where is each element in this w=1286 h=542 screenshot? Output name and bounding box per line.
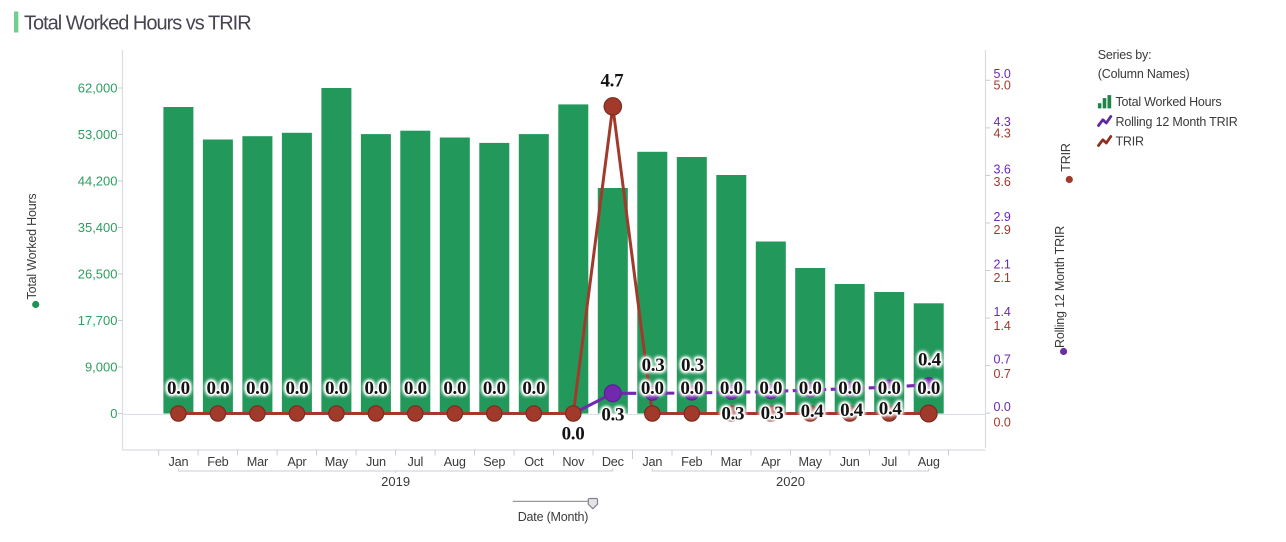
- svg-text:0.0: 0.0: [325, 378, 348, 399]
- svg-text:May: May: [799, 455, 823, 469]
- svg-text:0: 0: [110, 406, 117, 421]
- svg-text:0.0: 0.0: [246, 378, 269, 399]
- svg-text:Apr: Apr: [287, 455, 307, 469]
- svg-text:2.9: 2.9: [994, 223, 1011, 237]
- svg-text:0.0: 0.0: [522, 378, 545, 399]
- svg-text:Apr: Apr: [761, 455, 781, 469]
- svg-text:0.0: 0.0: [404, 378, 427, 399]
- svg-text:17,700: 17,700: [78, 313, 118, 328]
- svg-text:Jul: Jul: [881, 455, 897, 469]
- svg-text:0.3: 0.3: [681, 355, 704, 376]
- svg-text:0.0: 0.0: [285, 378, 308, 399]
- svg-text:35,400: 35,400: [78, 220, 118, 235]
- svg-text:0.0: 0.0: [994, 400, 1011, 414]
- svg-text:Feb: Feb: [207, 455, 228, 469]
- svg-text:4.3: 4.3: [994, 115, 1011, 129]
- svg-text:0.0: 0.0: [364, 378, 387, 399]
- svg-text:2020: 2020: [776, 474, 805, 489]
- svg-text:2019: 2019: [381, 474, 410, 489]
- svg-text:Rolling 12 Month TRIR: Rolling 12 Month TRIR: [1116, 115, 1238, 129]
- svg-text:Oct: Oct: [524, 455, 544, 469]
- svg-text:Aug: Aug: [918, 455, 940, 469]
- svg-text:0.0: 0.0: [641, 378, 664, 399]
- svg-text:(Column Names): (Column Names): [1098, 67, 1190, 81]
- svg-text:0.0: 0.0: [483, 378, 506, 399]
- svg-text:26,500: 26,500: [78, 267, 118, 282]
- svg-text:5.0: 5.0: [994, 79, 1011, 93]
- svg-text:3.6: 3.6: [994, 175, 1011, 189]
- svg-text:2.1: 2.1: [994, 257, 1011, 271]
- svg-text:0.3: 0.3: [642, 355, 665, 376]
- svg-text:0.4: 0.4: [840, 400, 864, 421]
- svg-text:2.9: 2.9: [994, 210, 1011, 224]
- svg-text:TRIR: TRIR: [1116, 135, 1145, 149]
- svg-text:2.1: 2.1: [994, 271, 1011, 285]
- svg-text:Date (Month): Date (Month): [518, 510, 589, 524]
- svg-text:Nov: Nov: [562, 455, 585, 469]
- svg-text:Mar: Mar: [721, 455, 743, 469]
- svg-text:Dec: Dec: [602, 455, 625, 469]
- svg-text:0.0: 0.0: [680, 378, 703, 399]
- svg-text:0.7: 0.7: [994, 353, 1011, 367]
- svg-text:44,200: 44,200: [78, 174, 118, 189]
- svg-text:9,000: 9,000: [85, 360, 118, 375]
- svg-text:Total Worked Hours vs TRIR: Total Worked Hours vs TRIR: [24, 13, 251, 35]
- svg-text:4.7: 4.7: [600, 71, 624, 92]
- svg-text:Total Worked Hours: Total Worked Hours: [1116, 95, 1222, 109]
- svg-text:Sep: Sep: [483, 455, 505, 469]
- svg-text:0.3: 0.3: [601, 405, 624, 426]
- svg-text:0.0: 0.0: [799, 378, 822, 399]
- svg-text:0.0: 0.0: [206, 378, 229, 399]
- svg-text:Jan: Jan: [168, 455, 188, 469]
- svg-text:Series by:: Series by:: [1098, 48, 1152, 62]
- svg-text:0.7: 0.7: [994, 367, 1011, 381]
- svg-text:0.0: 0.0: [443, 378, 466, 399]
- svg-text:0.3: 0.3: [761, 403, 784, 424]
- svg-text:0.0: 0.0: [167, 378, 190, 399]
- svg-text:0.0: 0.0: [562, 424, 585, 445]
- svg-text:Feb: Feb: [681, 455, 702, 469]
- svg-text:Mar: Mar: [247, 455, 269, 469]
- svg-text:Jan: Jan: [642, 455, 662, 469]
- svg-text:0.3: 0.3: [721, 403, 744, 424]
- svg-text:0.0: 0.0: [838, 378, 861, 399]
- svg-text:Rolling 12 Month TRIR: Rolling 12 Month TRIR: [1053, 226, 1067, 348]
- svg-text:TRIR: TRIR: [1059, 143, 1073, 172]
- svg-text:0.0: 0.0: [720, 378, 743, 399]
- svg-text:Jun: Jun: [840, 455, 860, 469]
- svg-text:1.4: 1.4: [994, 319, 1011, 333]
- svg-text:5.0: 5.0: [994, 67, 1011, 81]
- svg-text:May: May: [325, 455, 349, 469]
- svg-text:0.4: 0.4: [879, 398, 903, 419]
- svg-text:4.3: 4.3: [994, 127, 1011, 141]
- svg-text:1.4: 1.4: [994, 305, 1011, 319]
- svg-text:62,000: 62,000: [78, 81, 118, 96]
- svg-text:Jun: Jun: [366, 455, 386, 469]
- svg-text:Total Worked Hours: Total Worked Hours: [25, 194, 39, 300]
- svg-text:Aug: Aug: [444, 455, 466, 469]
- svg-text:53,000: 53,000: [78, 127, 118, 142]
- svg-text:0.0: 0.0: [878, 378, 901, 399]
- svg-text:0.4: 0.4: [801, 401, 825, 422]
- svg-text:0.0: 0.0: [917, 378, 940, 399]
- svg-text:0.4: 0.4: [918, 350, 942, 371]
- svg-text:Jul: Jul: [407, 455, 423, 469]
- svg-text:3.6: 3.6: [994, 162, 1011, 176]
- svg-text:0.0: 0.0: [759, 378, 782, 399]
- svg-text:0.0: 0.0: [994, 415, 1011, 429]
